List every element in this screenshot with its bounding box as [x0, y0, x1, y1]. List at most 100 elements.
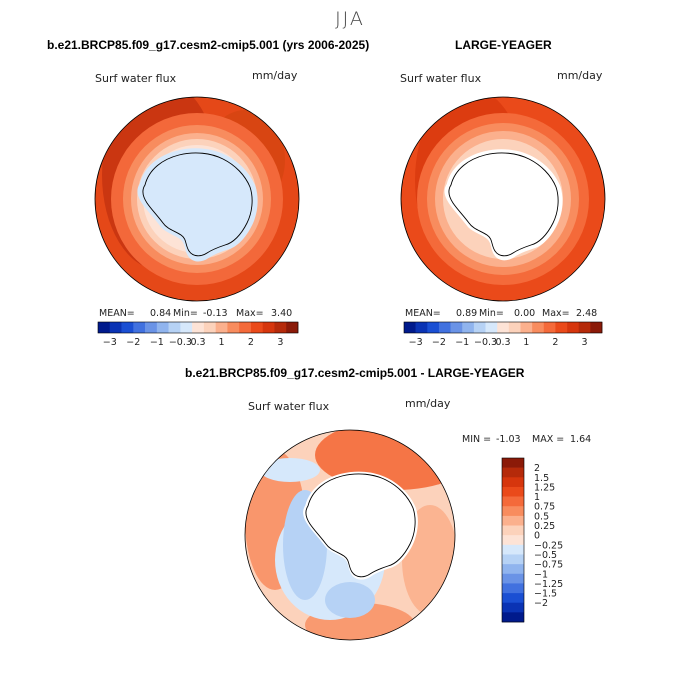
panel-diff-units: mm/day [405, 397, 451, 410]
colorbar-swatch [567, 322, 580, 333]
panel-model-variable: Surf water flux [95, 72, 177, 85]
colorbar-swatch [502, 612, 524, 623]
colorbar-tick-label: 1 [523, 337, 529, 348]
colorbar-swatch [578, 322, 591, 333]
colorbar-swatch [502, 602, 524, 613]
panel-obs-max-value: 2.48 [576, 308, 598, 319]
colorbar-tick-label: 2 [534, 463, 540, 474]
panel-model-units: mm/day [252, 69, 298, 82]
panel-obs-min-label: Min= [479, 308, 504, 319]
colorbar-swatch [250, 322, 264, 333]
colorbar-swatch [215, 322, 228, 333]
colorbar-tick-label: −3 [103, 337, 117, 348]
colorbar-tick-label: 0.75 [534, 502, 555, 513]
colorbar-tick-label: −1.25 [534, 579, 563, 590]
colorbar-swatch [262, 322, 275, 333]
colorbar-tick-label: −1 [534, 569, 548, 580]
colorbar-swatch [502, 564, 524, 575]
colorbar-border [97, 321, 299, 334]
season-title: JJA [335, 8, 365, 30]
colorbar-tick-label: 0.3 [495, 337, 510, 348]
colorbar-tick-label: −2 [432, 337, 446, 348]
panel-model-min-value: -0.13 [203, 308, 228, 319]
panel-model-title: b.e21.BRCP85.f09_g17.cesm2-cmip5.001 (yr… [47, 38, 370, 52]
panel-obs-mean-value: 0.89 [456, 308, 478, 319]
colorbar-tick-label: −0.5 [534, 550, 557, 561]
colorbar-swatch [497, 322, 510, 333]
colorbar-swatch [502, 544, 524, 555]
panel-obs-max-label: Max= [542, 308, 570, 319]
panel-obs-title: LARGE-YEAGER [455, 38, 552, 52]
colorbar-border [403, 321, 603, 334]
colorbar-swatch [203, 322, 216, 333]
colorbar-swatch [473, 322, 486, 333]
colorbar-tick-label: −1.5 [534, 589, 557, 600]
colorbar-swatch [239, 322, 252, 333]
colorbar-swatch [462, 322, 475, 333]
colorbar-obs: −3 −2 −1 −0.30.3 1 2 3 [403, 321, 603, 348]
colorbar-swatch [555, 322, 568, 333]
panel-model-max-value: 3.40 [271, 308, 293, 319]
panel-diff-max-value: 1.64 [570, 434, 592, 445]
colorbar-tick-label: −3 [409, 337, 423, 348]
colorbar-swatch [145, 322, 158, 333]
colorbar-tick-label: −1 [455, 337, 469, 348]
colorbar-swatch [502, 467, 524, 478]
colorbar-tick-label: −0.3 [169, 337, 192, 348]
colorbar-swatch [168, 322, 181, 333]
panel-diff-min-label: MIN = [462, 434, 492, 445]
panel-model-max-label: Max= [236, 308, 264, 319]
colorbar-tick-label: 0 [534, 531, 540, 542]
colorbar-tick-label: 1 [219, 337, 225, 348]
panel-diff-title: b.e21.BRCP85.f09_g17.cesm2-cmip5.001 - L… [185, 366, 525, 380]
colorbar-swatch [590, 322, 603, 333]
colorbar-swatch [502, 506, 524, 517]
panel-diff-max-label: MAX = [532, 434, 565, 445]
map-obs [400, 96, 606, 302]
panel-diff-min-value: -1.03 [496, 434, 521, 445]
colorbar-swatch [192, 322, 205, 333]
colorbar-tick-label: −0.3 [474, 337, 497, 348]
colorbar-swatch [502, 535, 524, 546]
colorbar-diff: 21.51.2510.750.50.250−0.25−0.5−0.75−1−1.… [501, 457, 563, 623]
colorbar-model: −3 −2 −1 −0.30.3 1 2 3 [97, 321, 299, 348]
colorbar-swatch [502, 477, 524, 488]
colorbar-tick-label: 0.25 [534, 521, 555, 532]
colorbar-swatch [427, 322, 440, 333]
colorbar-swatch [450, 322, 463, 333]
panel-diff-variable: Surf water flux [248, 400, 330, 413]
colorbar-swatch [502, 458, 524, 468]
panel-obs-variable: Surf water flux [400, 72, 482, 85]
colorbar-tick-label: 1.5 [534, 473, 549, 484]
colorbar-swatch [121, 322, 134, 333]
panel-obs-units: mm/day [557, 69, 603, 82]
colorbar-swatch [227, 322, 240, 333]
colorbar-tick-label: 1 [534, 492, 540, 503]
colorbar-swatch [502, 515, 524, 526]
colorbar-swatch [502, 486, 524, 497]
colorbar-swatch [502, 496, 524, 507]
colorbar-swatch [438, 322, 451, 333]
colorbar-swatch [415, 322, 428, 333]
colorbar-swatch [508, 322, 521, 333]
panel-model-min-label: Min= [173, 308, 198, 319]
colorbar-tick-label: −2 [534, 598, 548, 609]
colorbar-swatch [404, 322, 416, 333]
colorbar-swatch [485, 322, 498, 333]
panel-obs-min-value: 0.00 [514, 308, 536, 319]
colorbar-swatch [109, 322, 122, 333]
colorbar-tick-label: 3 [582, 337, 588, 348]
colorbar-swatch [98, 322, 111, 333]
colorbar-swatch [502, 583, 524, 594]
panel-model-mean-label: MEAN= [99, 308, 135, 319]
colorbar-swatch [502, 525, 524, 536]
colorbar-swatch [520, 322, 533, 333]
colorbar-border [501, 457, 525, 623]
colorbar-swatch [180, 322, 193, 333]
colorbar-swatch [502, 573, 524, 584]
colorbar-tick-label: 2 [552, 337, 558, 348]
colorbar-swatch [286, 322, 299, 333]
colorbar-swatch [156, 322, 169, 333]
panel-model-mean-value: 0.84 [150, 308, 172, 319]
